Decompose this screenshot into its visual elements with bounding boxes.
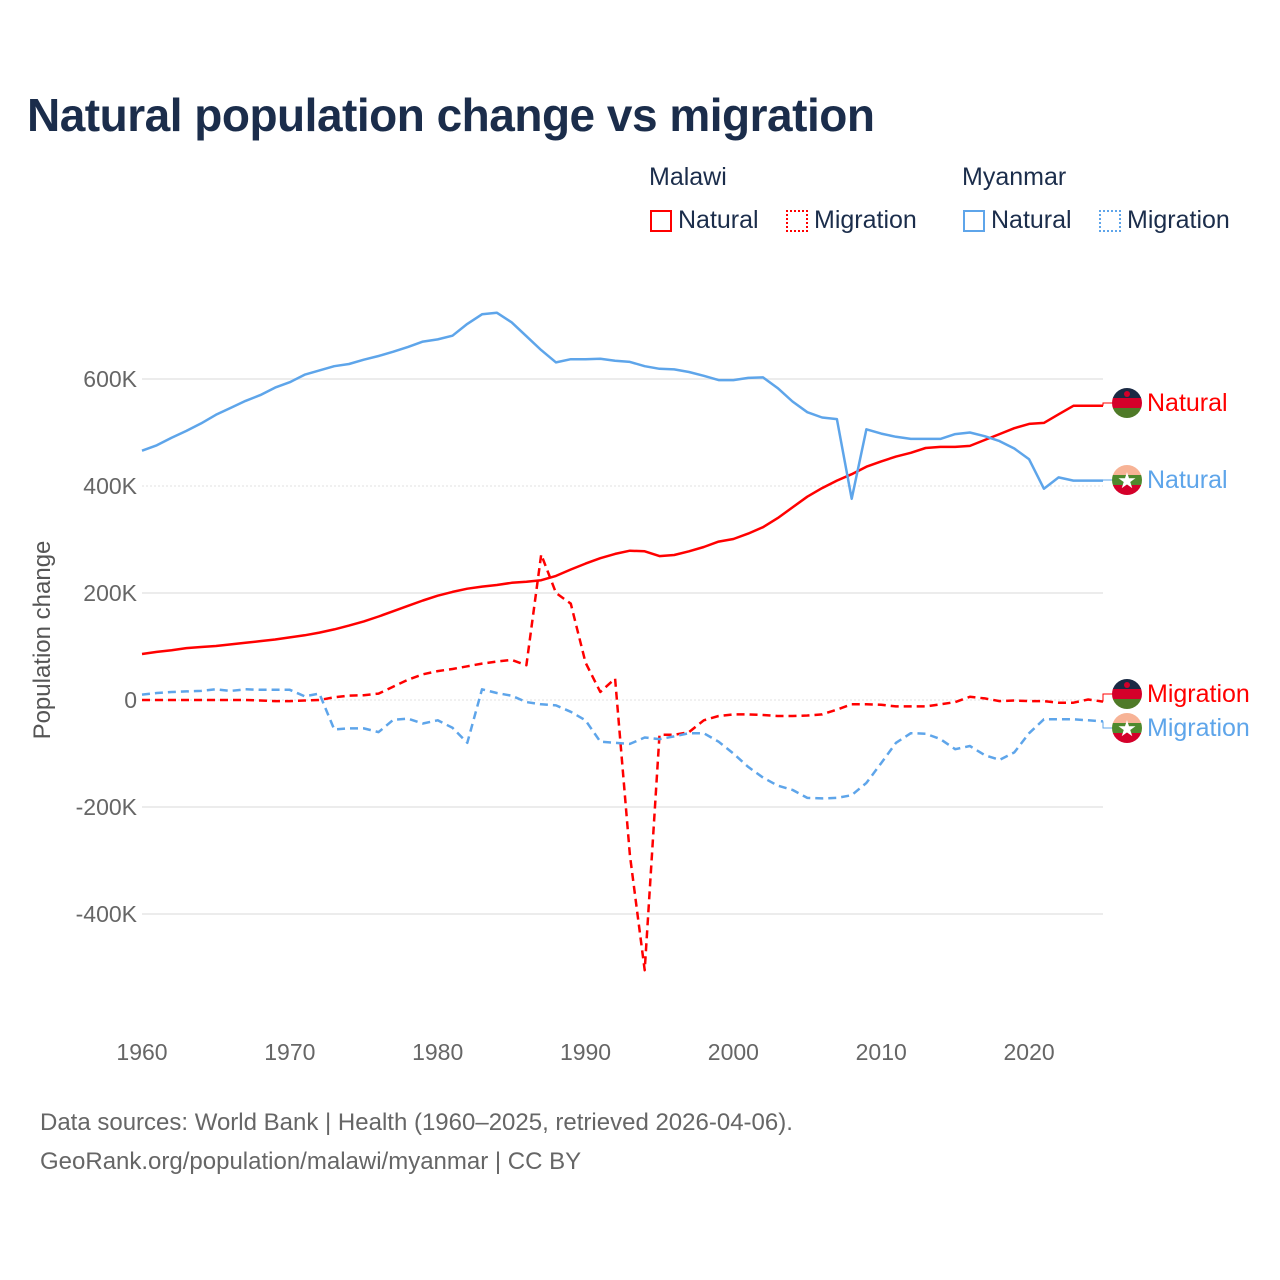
legend-label: Migration (1127, 206, 1230, 234)
end-label-connector (1102, 479, 1113, 481)
legend-malawi-natural[interactable]: Natural (650, 206, 759, 235)
footer-sources: Data sources: World Bank | Health (1960–… (40, 1109, 793, 1136)
end-label-connector (1102, 402, 1113, 406)
y-tick-label: -400K (76, 901, 138, 927)
x-tick-label: 1990 (560, 1039, 611, 1065)
legend-swatch-dotted-red (786, 209, 808, 232)
svg-text:★: ★ (1117, 716, 1137, 741)
legend-swatch-dotted-blue (1099, 209, 1121, 232)
y-tick-label: 600K (83, 366, 137, 392)
myanmar-flag-icon: ★ (1112, 465, 1142, 495)
series-line-myanmar-natural[interactable] (141, 311, 1103, 501)
chart-title: Natural population change vs migration (27, 89, 875, 141)
x-tick-label: 2000 (708, 1039, 759, 1065)
y-tick-label: 400K (83, 473, 137, 499)
malawi-flag-icon (1112, 388, 1142, 418)
legend-group-malawi: Malawi (649, 163, 727, 191)
y-tick-label: 200K (83, 580, 137, 606)
legend-group-myanmar: Myanmar (962, 163, 1067, 191)
x-tick-label: 1970 (264, 1039, 315, 1065)
y-tick-label: -200K (76, 794, 138, 820)
malawi-flag-icon (1112, 679, 1142, 709)
myanmar-flag-icon: ★ (1112, 713, 1142, 743)
svg-text:★: ★ (1117, 468, 1137, 493)
series-line-myanmar-migration[interactable] (141, 688, 1104, 800)
legend-myanmar-natural[interactable]: Natural (963, 206, 1072, 235)
legend-label: Natural (991, 206, 1072, 234)
legend-myanmar-migration[interactable]: Migration (1099, 206, 1230, 235)
x-tick-label: 2010 (856, 1039, 907, 1065)
series-line-malawi-migration[interactable] (142, 553, 1104, 972)
x-tick-label: 1980 (412, 1039, 463, 1065)
legend-swatch-solid-red (650, 209, 672, 232)
series-line-malawi-natural[interactable] (141, 404, 1103, 656)
y-axis-label: Population change (29, 541, 56, 740)
legend-swatch-solid-blue (963, 209, 985, 232)
y-tick-label: 0 (124, 687, 137, 713)
line-chart: 600K 400K 200K 0 -200K -400K 1960 1970 1980 1990 2… (29, 311, 1250, 1065)
x-tick-label: 1960 (116, 1039, 167, 1065)
footer-attribution[interactable]: GeoRank.org/population/malawi/myanmar | … (40, 1148, 582, 1175)
end-label: Natural (1147, 389, 1228, 417)
legend-label: Migration (814, 206, 917, 234)
end-label: Migration (1147, 680, 1250, 708)
end-label: Natural (1147, 466, 1228, 494)
end-label-connector (1102, 693, 1113, 702)
legend-label: Natural (678, 206, 759, 234)
end-label-connector (1102, 721, 1113, 729)
end-label: Migration (1147, 714, 1250, 742)
legend-malawi-migration[interactable]: Migration (786, 206, 917, 235)
x-tick-label: 2020 (1003, 1039, 1054, 1065)
